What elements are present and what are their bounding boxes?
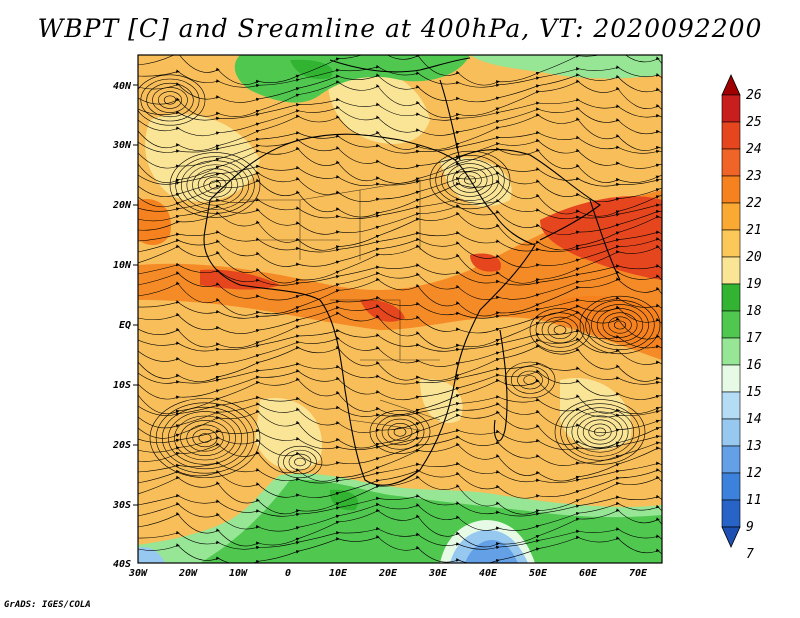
longitude-axis: 30W 20W 10W 0 10E 20E 30E 40E 50E 60E 70… <box>128 568 648 579</box>
colorbar-segment <box>721 418 741 447</box>
colorbar-label: 18 <box>746 304 762 319</box>
lat-label-10n: 10N <box>113 260 132 271</box>
lon-label-0: 0 <box>285 568 291 579</box>
lon-label-10w: 10W <box>229 568 248 579</box>
lon-label-30w: 30W <box>128 568 148 579</box>
colorbar-label: 16 <box>746 358 762 373</box>
lon-label-40e: 40E <box>479 568 498 579</box>
colorbar-label: 14 <box>746 412 762 427</box>
colorbar-segment <box>721 256 741 285</box>
streamlines <box>138 55 662 563</box>
map-frame <box>137 54 663 564</box>
lat-label-40n: 40N <box>113 81 132 92</box>
colorbar-bottom-triangle <box>721 526 741 548</box>
colorbar-label: 13 <box>746 439 762 454</box>
colorbar-label: 15 <box>746 385 762 400</box>
lon-label-60e: 60E <box>579 568 598 579</box>
colorbar-segment <box>721 202 741 231</box>
lon-label-50e: 50E <box>529 568 548 579</box>
lon-label-70e: 70E <box>629 568 648 579</box>
lat-label-eq: EQ <box>119 320 131 331</box>
colorbar-segment <box>721 283 741 312</box>
lon-label-10e: 10E <box>329 568 348 579</box>
colorbar-segment <box>721 229 741 258</box>
colorbar-label: 11 <box>746 493 762 508</box>
colorbar-label: 19 <box>746 277 762 292</box>
colorbar-segment <box>721 121 741 150</box>
latitude-axis: 40N 30N 20N 10N EQ 10S 20S 30S 40S <box>112 81 138 570</box>
lat-label-40s: 40S <box>113 559 131 570</box>
map-title: WBPT [C] and Sreamline at 400hPa, VT: 20… <box>37 14 763 43</box>
colorbar-segment <box>721 310 741 339</box>
colorbar-label: 22 <box>746 196 762 211</box>
colorbar-segment <box>721 391 741 420</box>
colorbar-segment <box>721 148 741 177</box>
colorbar-label: 7 <box>746 547 754 562</box>
colorbar-segment <box>721 499 741 528</box>
colorbar: 26 25 24 23 22 21 20 19 18 17 16 15 14 13 12 11 9 7 <box>721 74 762 562</box>
lat-label-30n: 30N <box>112 140 132 151</box>
colorbar-segment <box>721 472 741 501</box>
lon-label-20e: 20E <box>378 568 398 579</box>
lat-label-30s: 30S <box>112 500 131 511</box>
colorbar-segment <box>721 337 741 366</box>
colorbar-label: 25 <box>746 115 762 130</box>
colorbar-label: 20 <box>746 250 762 265</box>
colorbar-label: 17 <box>746 331 762 346</box>
lat-label-20s: 20S <box>112 440 131 451</box>
colorbar-label: 23 <box>746 169 762 184</box>
streamline <box>138 534 662 563</box>
colorbar-segment <box>721 364 741 393</box>
colorbar-segment <box>721 175 741 204</box>
lon-label-30e: 30E <box>428 568 448 579</box>
colorbar-label: 9 <box>746 520 754 535</box>
colorbar-label: 26 <box>746 88 762 103</box>
colorbar-segment <box>721 94 741 123</box>
colorbar-label: 24 <box>746 142 762 157</box>
colorbar-segment <box>721 445 741 474</box>
colorbar-label: 21 <box>746 223 762 238</box>
credit-text: GrADS: IGES/COLA <box>4 600 91 610</box>
colorbar-label: 12 <box>746 466 762 481</box>
lon-label-20w: 20W <box>178 568 198 579</box>
colorbar-top-triangle <box>721 74 741 96</box>
lat-label-20n: 20N <box>112 200 132 211</box>
map-plot-area <box>138 55 662 563</box>
lat-label-10s: 10S <box>113 380 131 391</box>
